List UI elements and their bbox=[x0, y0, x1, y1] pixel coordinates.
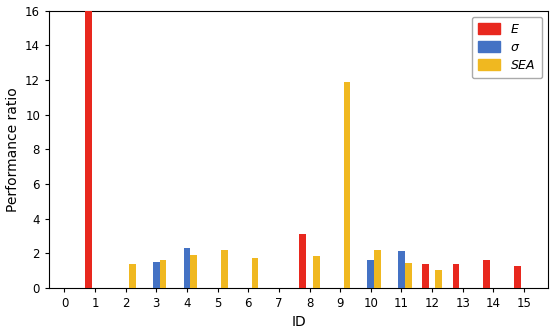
X-axis label: ID: ID bbox=[291, 316, 306, 329]
Bar bbox=[453, 264, 459, 288]
Bar bbox=[514, 266, 521, 288]
Bar bbox=[367, 260, 374, 288]
Bar bbox=[191, 255, 197, 288]
Bar bbox=[398, 252, 405, 288]
Bar bbox=[374, 250, 381, 288]
Bar bbox=[183, 248, 191, 288]
Bar bbox=[313, 256, 320, 288]
Bar bbox=[221, 250, 228, 288]
Bar bbox=[153, 262, 160, 288]
Bar bbox=[299, 234, 306, 288]
Bar bbox=[422, 264, 429, 288]
Bar bbox=[252, 258, 258, 288]
Bar bbox=[129, 264, 136, 288]
Y-axis label: Performance ratio: Performance ratio bbox=[6, 87, 19, 212]
Bar bbox=[435, 270, 442, 288]
Bar bbox=[343, 82, 350, 288]
Bar bbox=[405, 263, 412, 288]
Legend: $E$, $\sigma$, $SEA$: $E$, $\sigma$, $SEA$ bbox=[471, 17, 542, 78]
Bar bbox=[483, 260, 490, 288]
Bar bbox=[85, 11, 92, 288]
Bar bbox=[160, 260, 166, 288]
